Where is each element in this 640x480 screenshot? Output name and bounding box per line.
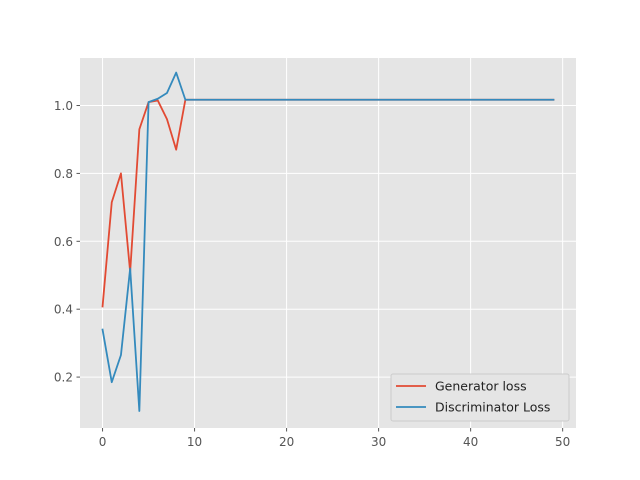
- y-tick-label: 0.4: [54, 303, 73, 317]
- x-tick-label: 50: [555, 435, 570, 449]
- series-layer: [101, 71, 555, 412]
- x-tick-label: 40: [463, 435, 478, 449]
- y-tick-label: 0.8: [54, 167, 73, 181]
- x-tick-label: 0: [99, 435, 107, 449]
- x-tick-label: 10: [187, 435, 202, 449]
- legend: Generator loss Discriminator Loss: [390, 373, 570, 422]
- x-tick-label: 20: [279, 435, 294, 449]
- y-tick-label: 1.0: [54, 99, 73, 113]
- y-tick-label: 0.6: [54, 235, 73, 249]
- grid-lines: [80, 58, 576, 428]
- legend-label-generator-loss: Generator loss: [435, 379, 527, 394]
- x-tick-label: 30: [371, 435, 386, 449]
- y-tick-label: 0.2: [54, 371, 73, 385]
- axis-ticks: 0 10 20 30 40 50 0.2 0.4 0.6 0.8 1.0: [54, 99, 570, 449]
- legend-box: [390, 373, 570, 422]
- plot-area: [80, 58, 576, 428]
- series-line-discriminator-loss: [101, 71, 555, 412]
- legend-label-discriminator-loss: Discriminator Loss: [435, 400, 550, 415]
